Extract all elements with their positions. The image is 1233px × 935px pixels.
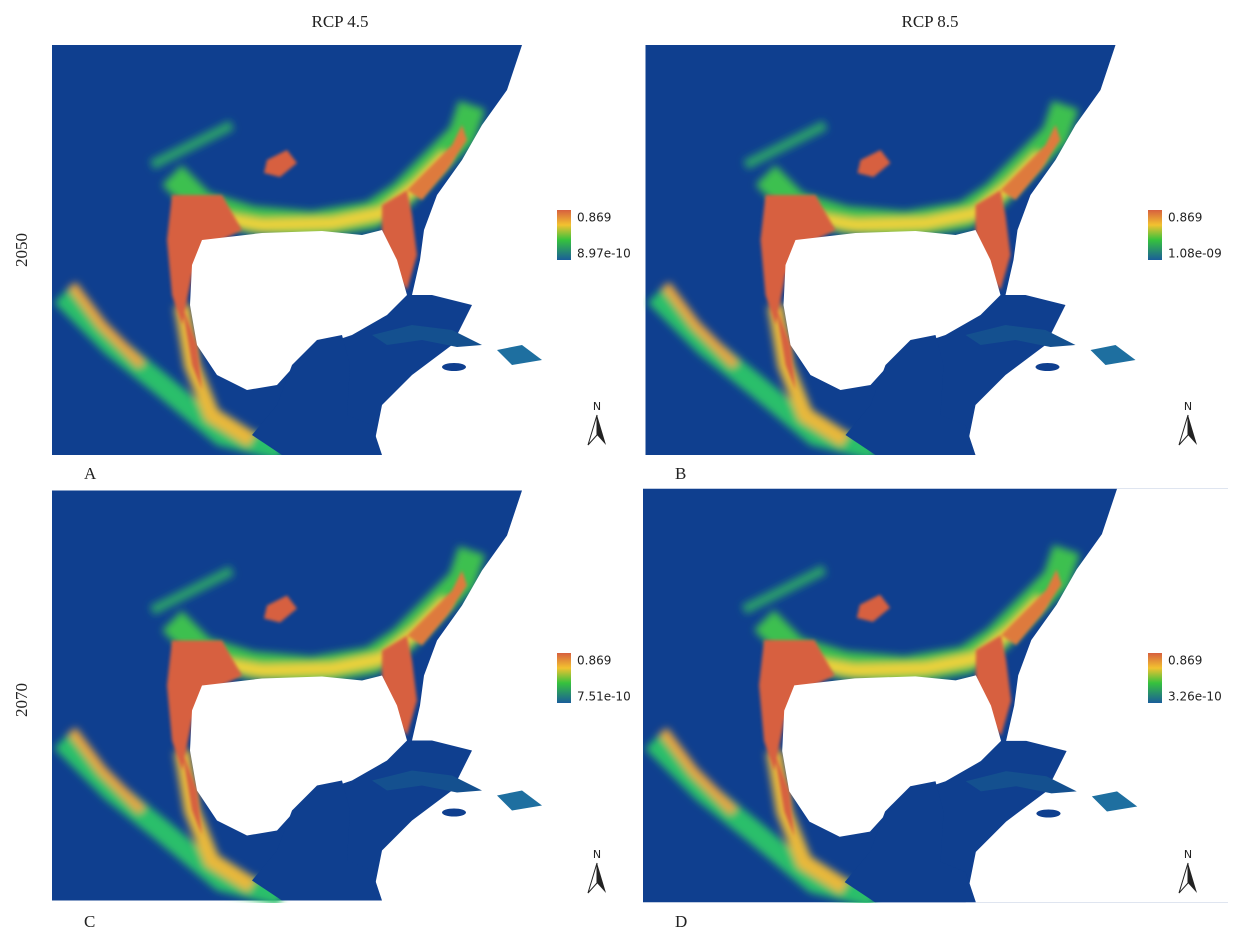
legend-min: 8.97e-10 xyxy=(577,247,631,261)
north-arrow xyxy=(597,863,606,893)
map-panel: 0.869 7.51e-10 N C xyxy=(52,491,632,931)
row-header: 2070 xyxy=(12,683,31,717)
map xyxy=(646,45,1226,455)
legend-min: 3.26e-10 xyxy=(1168,690,1222,704)
legend-max: 0.869 xyxy=(1168,654,1202,668)
panel-label: C xyxy=(84,912,95,931)
map xyxy=(52,45,632,455)
legend-max: 0.869 xyxy=(1168,211,1202,225)
legend-bar xyxy=(1148,210,1162,260)
map-panel: 0.869 3.26e-10 N D xyxy=(643,489,1228,931)
north-label: N xyxy=(593,400,601,413)
legend-max: 0.869 xyxy=(577,211,611,225)
legend-bar xyxy=(1148,653,1162,703)
panel-label: A xyxy=(84,464,97,483)
map xyxy=(643,489,1228,903)
column-header: RCP 8.5 xyxy=(901,12,958,31)
map-panel: 0.869 1.08e-09 N B xyxy=(646,45,1226,483)
column-header: RCP 4.5 xyxy=(311,12,368,31)
north-label: N xyxy=(593,848,601,861)
map-panel: 0.869 8.97e-10 N A xyxy=(52,45,632,483)
legend-min: 1.08e-09 xyxy=(1168,247,1222,261)
north-label: N xyxy=(1184,848,1192,861)
north-arrow xyxy=(597,415,606,445)
north-arrow xyxy=(1188,415,1197,445)
legend-bar xyxy=(557,210,571,260)
legend-max: 0.869 xyxy=(577,654,611,668)
map xyxy=(52,491,632,901)
row-header: 2050 xyxy=(12,233,31,267)
legend-bar xyxy=(557,653,571,703)
north-label: N xyxy=(1184,400,1192,413)
north-arrow xyxy=(1188,863,1197,893)
panel-label: B xyxy=(675,464,686,483)
legend-min: 7.51e-10 xyxy=(577,690,631,704)
panel-label: D xyxy=(675,912,687,931)
